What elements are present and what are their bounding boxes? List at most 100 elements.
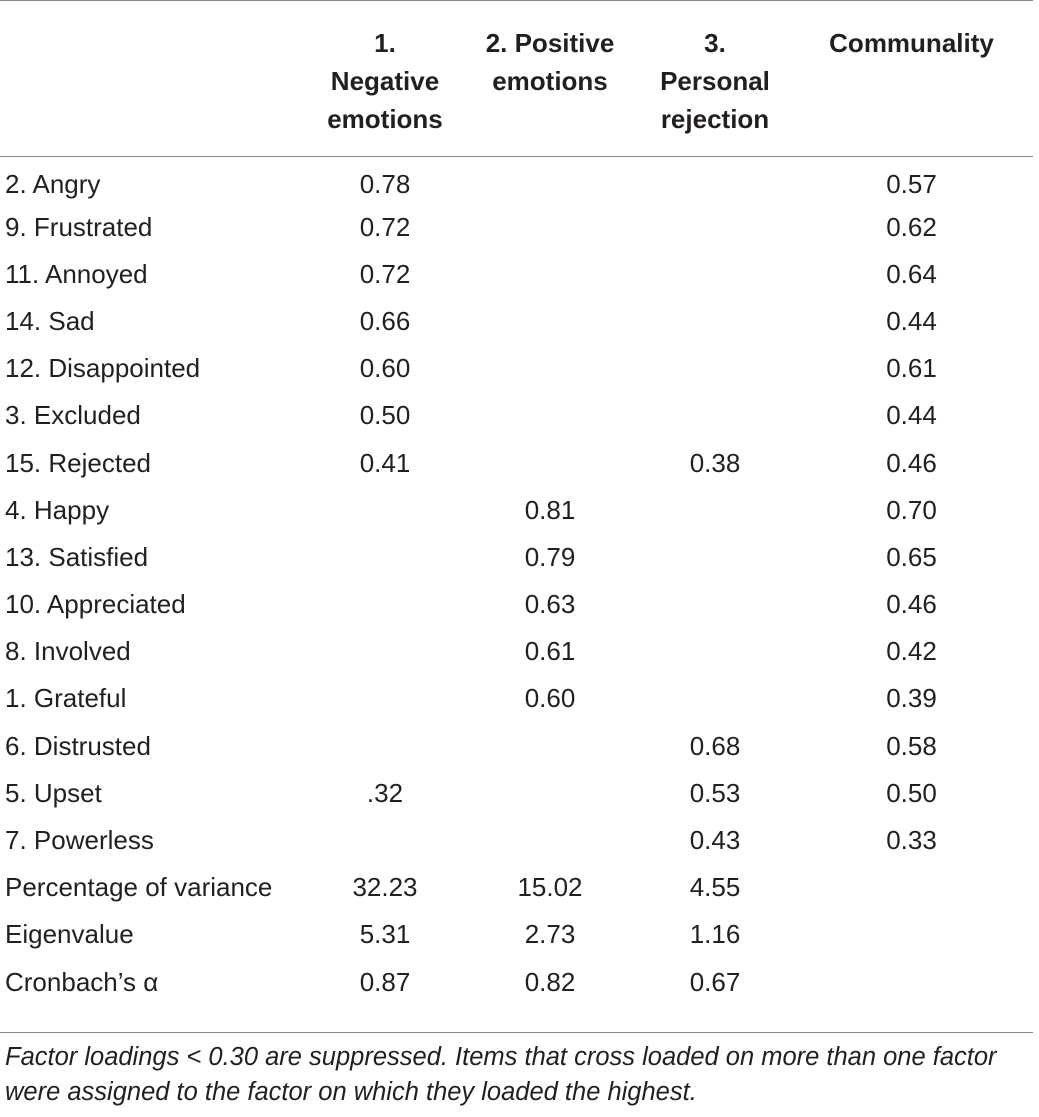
table-cell (460, 817, 640, 864)
table-row: 13. Satisfied 0.79 0.65 (0, 534, 1033, 581)
table-cell (640, 345, 790, 392)
table-row: 8. Involved 0.61 0.42 (0, 628, 1033, 675)
table-cell (310, 675, 460, 722)
table-row: 15. Rejected 0.41 0.38 0.46 (0, 439, 1033, 486)
table-cell (310, 581, 460, 628)
table-cell: 0.78 (359, 168, 411, 199)
table-cell: 0.57 (886, 168, 937, 199)
table-row: 2. Angry 0.78 0.57 (0, 156, 1033, 204)
table-row: 7. Powerless 0.43 0.33 (0, 817, 1033, 864)
column-header-1: 1. Negative emotions (310, 10, 460, 157)
table-cell: 0.46 (886, 589, 937, 620)
table-cell: 0.66 (359, 305, 411, 336)
table-cell: 0.67 (689, 966, 741, 997)
column-header-line: 1. (374, 28, 396, 58)
header-row: 1. Negative emotions 2. Positive emotions 3. P… (0, 10, 1033, 157)
row-label: 4. Happy (5, 494, 110, 525)
table-cell (310, 817, 460, 864)
table-cell: 2.73 (524, 919, 576, 950)
table-cell (790, 864, 1033, 911)
table-row: 3. Excluded 0.50 0.44 (0, 392, 1033, 439)
table-cell: 0.58 (886, 730, 937, 761)
table-cell (640, 581, 790, 628)
table-cell (460, 156, 640, 204)
column-header-line: 2. Positive (485, 28, 615, 58)
table-row: 5. Upset .32 0.53 0.50 (0, 770, 1033, 817)
table-cell (640, 534, 790, 581)
table-row: 6. Distrusted 0.68 0.58 (0, 723, 1033, 770)
column-header-line: 3. (704, 28, 726, 58)
table-cell (460, 251, 640, 298)
table-cell: 0.70 (886, 494, 937, 525)
row-label: 14. Sad (5, 305, 95, 336)
row-label: Eigenvalue (5, 919, 134, 950)
table-cell (310, 628, 460, 675)
table-cell: 0.39 (886, 683, 937, 714)
table-cell (640, 251, 790, 298)
factor-loadings-table: 1. Negative emotions 2. Positive emotions 3. P… (0, 10, 1033, 1006)
table-cell: 0.72 (359, 258, 411, 289)
table-cell: 32.23 (352, 872, 418, 903)
row-label: 11. Annoyed (5, 258, 148, 289)
bottom-rule (0, 1032, 1033, 1033)
table-footnote: Factor loadings < 0.30 are suppressed. I… (5, 1043, 997, 1106)
table-row: Cronbach’s α 0.87 0.82 0.67 (0, 959, 1033, 1006)
table-cell: 0.61 (524, 636, 576, 667)
table-header: 1. Negative emotions 2. Positive emotions 3. P… (0, 10, 1033, 157)
table-cell (640, 675, 790, 722)
row-label: 8. Involved (5, 636, 131, 667)
table-cell: 0.38 (689, 447, 741, 478)
table-row: Eigenvalue 5.31 2.73 1.16 (0, 911, 1033, 958)
top-rule (0, 0, 1033, 1)
table-cell (640, 487, 790, 534)
table-cell: 5.31 (359, 919, 411, 950)
column-header-4: Communality (790, 10, 1033, 157)
table-row: 10. Appreciated 0.63 0.46 (0, 581, 1033, 628)
table-cell (640, 628, 790, 675)
table-body: 2. Angry 0.78 0.57 9. Frustrated 0.72 0.62 11.… (0, 156, 1033, 1006)
table-cell: 0.68 (689, 730, 741, 761)
table-cell: 0.43 (689, 825, 741, 856)
row-label: 6. Distrusted (5, 730, 151, 761)
row-label: 5. Upset (5, 777, 102, 808)
table-cell: 4.55 (689, 872, 741, 903)
table-cell: 0.61 (886, 353, 937, 384)
column-header-line: Personal (660, 66, 770, 96)
table-cell (460, 770, 640, 817)
table-cell (460, 439, 640, 486)
table-cell (640, 298, 790, 345)
table-cell: 0.60 (359, 353, 411, 384)
table-cell (790, 959, 1033, 1006)
table-cell: 0.62 (886, 211, 937, 242)
table-cell: 0.63 (524, 589, 576, 620)
table-cell (460, 204, 640, 251)
table-cell: 0.60 (524, 683, 576, 714)
table-cell: .32 (366, 777, 404, 808)
table-cell: 0.65 (886, 541, 937, 572)
column-header-3: 3. Personal rejection (640, 10, 790, 157)
table-cell (310, 487, 460, 534)
row-label: Cronbach’s α (5, 966, 159, 997)
table-cell: 0.87 (359, 966, 411, 997)
table-cell: 0.46 (886, 447, 937, 478)
row-label: 7. Powerless (5, 825, 154, 856)
row-label: Percentage of variance (5, 872, 273, 903)
table-row: 14. Sad 0.66 0.44 (0, 298, 1033, 345)
table-row: 1. Grateful 0.60 0.39 (0, 675, 1033, 722)
column-header-line: Communality (829, 28, 994, 58)
table-cell: 0.53 (689, 777, 741, 808)
row-label: 12. Disappointed (5, 353, 201, 384)
column-header-line: emotions (327, 104, 443, 134)
table-row: 9. Frustrated 0.72 0.62 (0, 204, 1033, 251)
table-cell: 0.41 (359, 447, 411, 478)
table-cell (640, 392, 790, 439)
table-cell: 0.82 (524, 966, 576, 997)
row-label: 15. Rejected (5, 447, 151, 478)
row-label: 3. Excluded (5, 400, 141, 431)
table-cell: 0.50 (886, 777, 937, 808)
table-cell: 0.81 (524, 494, 576, 525)
table-cell (310, 534, 460, 581)
table-cell: 15.02 (517, 872, 583, 903)
row-label: 10. Appreciated (5, 589, 186, 620)
